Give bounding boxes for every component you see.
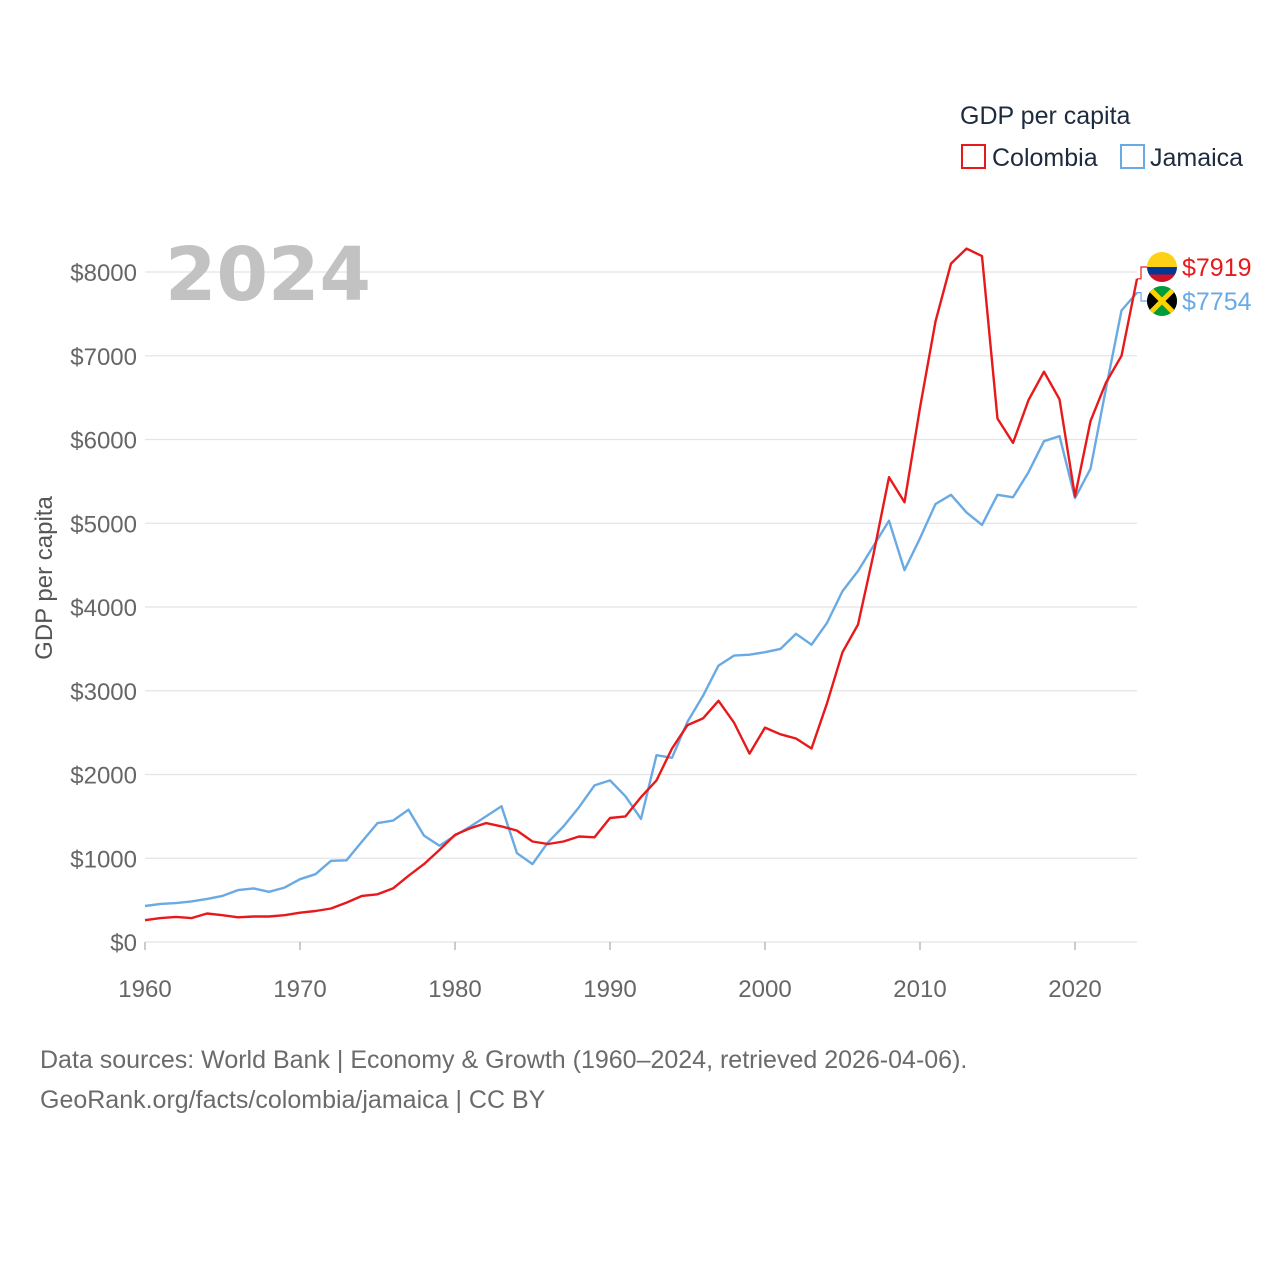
end-label-jamaica: $7754 bbox=[1182, 288, 1252, 316]
y-tick-label: $0 bbox=[110, 930, 137, 957]
x-tick-label: 1970 bbox=[273, 976, 326, 1003]
jamaica-flag-icon bbox=[1147, 286, 1177, 316]
legend-swatch-jamaica[interactable] bbox=[1120, 144, 1145, 169]
legend-swatch-colombia[interactable] bbox=[961, 144, 986, 169]
y-axis-title: GDP per capita bbox=[31, 496, 58, 660]
y-axis: $0 $1000 $2000 $3000 $4000 $5000 $6000 $7000 $80… bbox=[70, 260, 137, 957]
colombia-flag-icon bbox=[1147, 252, 1177, 282]
x-tick-label: 1960 bbox=[118, 976, 171, 1003]
end-label-connector bbox=[1137, 292, 1147, 302]
legend: GDP per capita Colombia Jamaica bbox=[960, 102, 1243, 172]
x-tick-label: 2000 bbox=[738, 976, 791, 1003]
source-line: Data sources: World Bank | Economy & Gro… bbox=[40, 1046, 968, 1074]
y-tick-label: $1000 bbox=[70, 846, 137, 873]
x-axis: 1960 1970 1980 1990 2000 2010 2020 bbox=[118, 942, 1102, 1003]
end-label-connector bbox=[1137, 266, 1147, 280]
x-tick-label: 2010 bbox=[893, 976, 946, 1003]
legend-label-jamaica[interactable]: Jamaica bbox=[1150, 144, 1243, 172]
end-label-colombia: $7919 bbox=[1182, 254, 1252, 282]
y-tick-label: $7000 bbox=[70, 344, 137, 371]
y-tick-label: $5000 bbox=[70, 511, 137, 538]
x-tick-label: 1980 bbox=[428, 976, 481, 1003]
series-lines bbox=[144, 247, 1139, 922]
legend-label-colombia[interactable]: Colombia bbox=[992, 144, 1098, 172]
y-tick-label: $2000 bbox=[70, 763, 137, 790]
y-tick-label: $3000 bbox=[70, 679, 137, 706]
credit-line[interactable]: GeoRank.org/facts/colombia/jamaica | CC … bbox=[40, 1086, 546, 1114]
y-tick-label: $6000 bbox=[70, 428, 137, 455]
x-tick-label: 1990 bbox=[583, 976, 636, 1003]
y-tick-label: $4000 bbox=[70, 595, 137, 622]
x-tick-label: 2020 bbox=[1048, 976, 1101, 1003]
y-tick-label: $8000 bbox=[70, 260, 137, 287]
legend-title: GDP per capita bbox=[960, 102, 1131, 130]
year-label: 2024 bbox=[165, 232, 371, 318]
end-labels: $7919 $7754 bbox=[1137, 252, 1252, 316]
series-line-jamaica[interactable] bbox=[144, 291, 1138, 908]
gridlines bbox=[145, 271, 1137, 943]
series-line-colombia[interactable] bbox=[144, 247, 1139, 922]
source-note: Data sources: World Bank | Economy & Gro… bbox=[40, 1040, 1240, 1120]
gdp-line-chart: $0 $1000 $2000 $3000 $4000 $5000 $6000 $7000 $80… bbox=[31, 102, 1252, 1003]
